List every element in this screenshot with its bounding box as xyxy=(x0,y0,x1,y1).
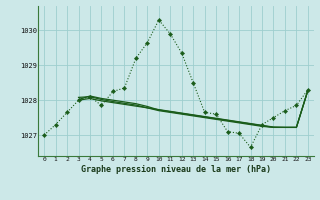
X-axis label: Graphe pression niveau de la mer (hPa): Graphe pression niveau de la mer (hPa) xyxy=(81,165,271,174)
